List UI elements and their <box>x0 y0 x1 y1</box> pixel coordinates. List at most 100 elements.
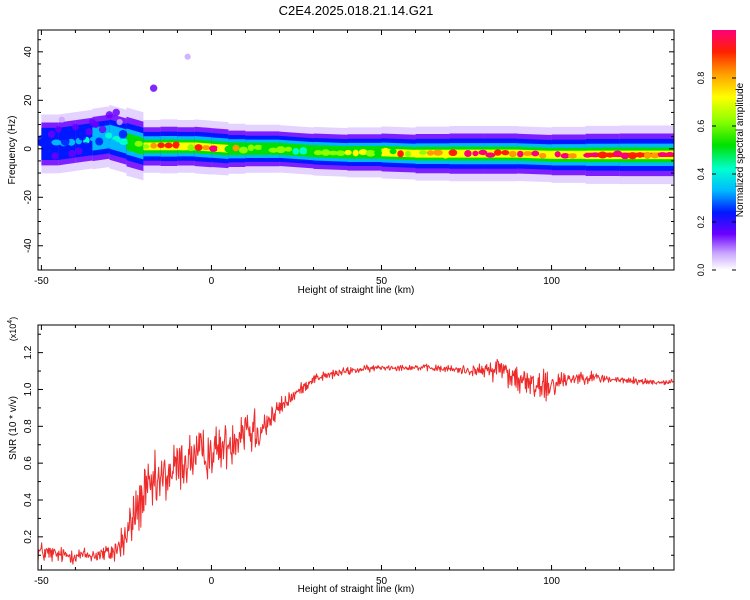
heatmap-ridge-spot <box>313 150 323 156</box>
heatmap-ridge-spot <box>650 152 660 159</box>
heatmap-ridge-spot <box>583 153 593 158</box>
heatmap-ridge-spot <box>374 150 383 156</box>
heatmap-ridge-spot <box>321 149 331 156</box>
colorbar-ticks: 0.0 0.2 0.4 0.6 0.8 <box>696 72 736 276</box>
heatmap-scatter-point <box>149 84 158 92</box>
snr-frame <box>37 324 675 571</box>
heatmap-ridge-spot <box>389 148 397 155</box>
heatmap-scatter-point <box>68 149 76 158</box>
spectrogram-heatmap <box>38 53 674 185</box>
heatmap-ridge-spot <box>501 150 510 156</box>
heatmap-ridge-spot <box>433 149 443 156</box>
heatmap-scatter-point <box>116 119 123 126</box>
spectrogram-x-ticks: -50 0 50 100 <box>34 30 655 287</box>
x-tick-label: 0 <box>209 576 215 587</box>
colorbar-tick-label: 0.8 <box>696 72 706 85</box>
heatmap-ridge-spot <box>358 149 368 156</box>
heatmap-ridge-spot <box>620 152 630 160</box>
heatmap-ridge-spot <box>464 149 472 157</box>
heatmap-ridge-spot <box>238 146 248 154</box>
y-tick-label: 0 <box>23 146 34 152</box>
y-tick-label: 0.8 <box>23 419 34 433</box>
heatmap-ridge-spot <box>426 150 435 156</box>
heatmap-ridge-spot <box>51 139 62 146</box>
heatmap-ridge-spot <box>381 147 390 155</box>
heatmap-ridge-spot <box>118 138 129 145</box>
heatmap-ridge-spot <box>292 148 300 155</box>
heatmap-ridge-spot <box>523 151 533 156</box>
heatmap-ridge-spot <box>268 147 279 153</box>
heatmap-ridge-spot <box>485 152 496 158</box>
heatmap-ridge-spot <box>448 149 458 157</box>
heatmap-ridge-spot <box>164 142 173 149</box>
heatmap-ridge-spot <box>306 148 315 154</box>
heatmap-scatter-point <box>184 53 191 60</box>
spectrogram-y-ticks: -40 -20 0 20 40 <box>23 39 674 271</box>
snr-x-axis-label: Height of straight line (km) <box>298 584 415 595</box>
x-tick-label: 100 <box>543 276 560 287</box>
heatmap-ridge-spot <box>597 151 608 159</box>
x-tick-label: -50 <box>34 276 49 287</box>
heatmap-ridge-spot <box>657 152 668 158</box>
heatmap-ridge-spot <box>628 152 637 160</box>
y-tick-label: -40 <box>23 238 34 253</box>
colorbar-tick-label: 0.2 <box>696 216 706 229</box>
heatmap-ridge-spot <box>105 132 113 139</box>
snr-y-multiplier: (x104) <box>7 317 18 341</box>
heatmap-ridge-spot <box>284 146 293 152</box>
heatmap-scatter-point <box>81 142 90 151</box>
heatmap-ridge-spot <box>472 150 479 157</box>
heatmap-scatter-point <box>108 139 118 149</box>
heatmap-scatter-point <box>55 125 62 133</box>
heatmap-scatter-point <box>112 108 120 117</box>
heatmap-ridge-spot <box>517 150 524 158</box>
heatmap-scatter-point <box>98 125 107 134</box>
figure-title: C2E4.2025.018.21.14.G21 <box>279 3 434 18</box>
heatmap-ridge-spot <box>665 151 674 157</box>
colorbar-gradient <box>712 30 736 270</box>
colorbar-tick-label: 0.6 <box>696 120 706 133</box>
snr-y-multiplier-exponent: 4 <box>7 320 14 324</box>
heatmap-ridge-spot <box>261 144 271 152</box>
y-tick-label: 1.0 <box>23 382 34 396</box>
spectrogram-y-axis-label: Frequency (Hz) <box>7 116 18 185</box>
heatmap-scatter-point <box>95 137 104 146</box>
snr-y-axis-label: SNR (10 * v/v) <box>8 396 19 460</box>
heatmap-ridge-spot <box>643 151 651 160</box>
heatmap-scatter-point <box>78 132 87 141</box>
heatmap-ridge-spot <box>404 150 412 157</box>
heatmap-ridge-spot <box>442 151 449 159</box>
heatmap-ridge-spot <box>612 150 623 158</box>
heatmap-ridge-spot <box>419 150 427 155</box>
heatmap-ridge-spot <box>247 144 255 152</box>
heatmap-ridge-spot <box>45 140 53 146</box>
heatmap-ridge-spot <box>344 149 352 156</box>
svg-text:(x104): (x104) <box>7 317 18 341</box>
snr-y-multiplier-close: ) <box>8 317 18 320</box>
heatmap-scatter-point <box>105 111 114 119</box>
snr-y-multiplier-base: (x10 <box>8 324 18 342</box>
heatmap-ridge-spot <box>178 143 189 151</box>
colorbar-tick-label: 0.4 <box>696 168 706 181</box>
y-tick-label: 0.6 <box>23 456 34 470</box>
x-tick-label: 0 <box>209 276 215 287</box>
heatmap-ridge-spot <box>275 146 286 154</box>
heatmap-ridge-spot <box>539 152 547 159</box>
heatmap-ridge-spot <box>157 142 165 149</box>
heatmap-ridge-spot <box>150 142 157 149</box>
heatmap-scatter-point <box>85 128 93 136</box>
heatmap-ridge-spot <box>127 138 136 144</box>
heatmap-ridge-spot <box>224 145 233 153</box>
heatmap-scatter-point <box>118 129 128 139</box>
heatmap-scatter-point <box>72 123 79 131</box>
heatmap-scatter-point <box>75 147 83 155</box>
heatmap-ridge-spot <box>216 146 226 152</box>
heatmap-ridge-spot <box>232 144 240 152</box>
heatmap-scatter-point <box>47 130 56 138</box>
heatmap-ridge-spot <box>328 150 339 156</box>
heatmap-ridge-spot <box>478 149 488 156</box>
snr-background <box>38 325 674 570</box>
heatmap-ridge-spot <box>606 152 614 158</box>
y-tick-label: 1.2 <box>23 345 34 359</box>
